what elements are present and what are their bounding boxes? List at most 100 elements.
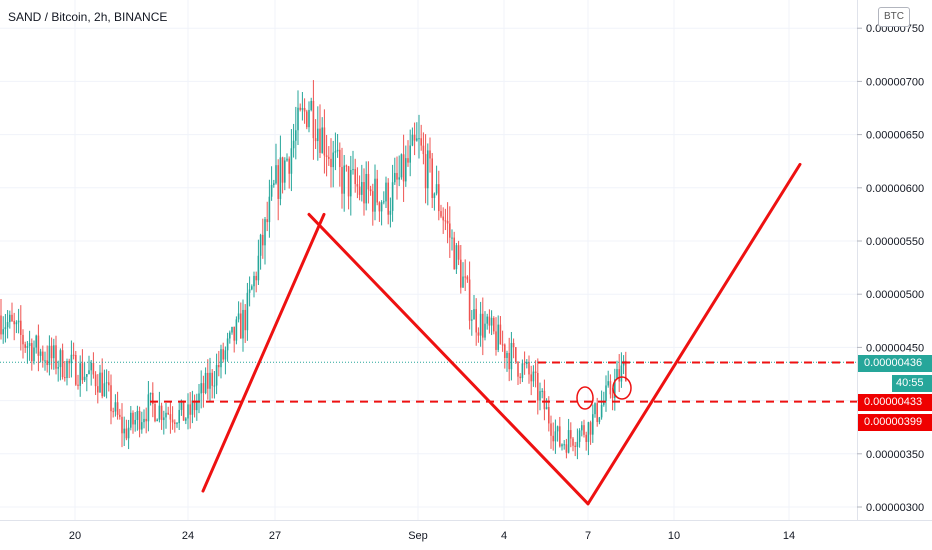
candle-body bbox=[112, 411, 114, 413]
candle-body bbox=[6, 322, 9, 328]
candle-body bbox=[380, 202, 383, 212]
candle-body bbox=[319, 128, 321, 153]
candles bbox=[0, 80, 627, 460]
candle-body bbox=[517, 361, 519, 377]
candle-body bbox=[53, 345, 55, 359]
candle-body bbox=[552, 435, 554, 442]
candle-body bbox=[218, 365, 220, 368]
candle-body bbox=[567, 430, 570, 453]
candle-body bbox=[534, 371, 537, 373]
candle-body bbox=[321, 127, 323, 153]
candle-body bbox=[299, 107, 301, 110]
candle-body bbox=[556, 426, 559, 432]
candle-body bbox=[521, 363, 524, 379]
candle-body bbox=[409, 145, 411, 163]
candle-body bbox=[356, 184, 359, 187]
candle-body bbox=[270, 184, 273, 197]
candle-body bbox=[508, 352, 510, 370]
candle-body bbox=[512, 342, 515, 348]
candle-body bbox=[374, 178, 376, 212]
candle-body bbox=[545, 407, 548, 410]
candle-body bbox=[121, 416, 123, 434]
time-tick-label: 4 bbox=[501, 530, 507, 542]
candle-body bbox=[444, 220, 447, 222]
candle-body bbox=[457, 245, 460, 260]
candle-body bbox=[578, 430, 581, 442]
candle-body bbox=[149, 392, 152, 395]
candle-body bbox=[143, 418, 145, 423]
candle-body bbox=[138, 410, 141, 430]
time-tick-label: 24 bbox=[182, 530, 194, 542]
candle-body bbox=[20, 320, 22, 335]
candle-body bbox=[202, 383, 205, 394]
candle-body bbox=[614, 379, 616, 399]
candle-body bbox=[57, 367, 59, 369]
chart-title: SAND / Bitcoin, 2h, BINANCE bbox=[8, 10, 168, 24]
candle-body bbox=[44, 360, 46, 362]
candle-body bbox=[171, 419, 174, 423]
candle-body bbox=[31, 343, 33, 362]
candle-body bbox=[152, 392, 154, 404]
candle-body bbox=[262, 234, 264, 246]
pattern-trend-line bbox=[586, 162, 802, 506]
candle-body bbox=[273, 183, 275, 185]
candle-body bbox=[79, 363, 81, 386]
candle-body bbox=[303, 107, 306, 112]
candle-body bbox=[147, 394, 150, 422]
candle-body bbox=[42, 351, 44, 361]
candle-body bbox=[482, 313, 484, 338]
candle-body bbox=[130, 412, 132, 428]
candle-body bbox=[233, 326, 235, 341]
price-tick-label: 0.00000600 bbox=[866, 183, 924, 195]
candle-body bbox=[361, 182, 363, 195]
candle-body bbox=[75, 355, 77, 385]
candle-body bbox=[204, 372, 207, 394]
candle-body bbox=[213, 385, 216, 387]
candle-body bbox=[352, 169, 354, 171]
candle-body bbox=[268, 196, 271, 223]
candle-body bbox=[330, 158, 332, 168]
currency-badge[interactable]: BTC bbox=[878, 7, 910, 27]
level-tag-lower: 0.00000399 bbox=[858, 414, 932, 431]
candle-body bbox=[479, 313, 482, 336]
candle-body bbox=[306, 111, 308, 128]
candle-body bbox=[185, 418, 187, 421]
candle-body bbox=[438, 184, 440, 212]
price-tick-label: 0.00000550 bbox=[866, 236, 924, 248]
candle-body bbox=[55, 345, 57, 369]
candle-body bbox=[61, 350, 64, 378]
candle-body bbox=[86, 374, 88, 377]
candle-body bbox=[416, 138, 418, 141]
candle-body bbox=[242, 309, 244, 339]
candle-body bbox=[226, 338, 229, 351]
candle-body bbox=[451, 237, 453, 239]
candle-body bbox=[253, 275, 255, 287]
candle-body bbox=[281, 157, 284, 183]
candle-body bbox=[570, 430, 572, 439]
candle-body bbox=[277, 165, 279, 199]
candle-body bbox=[341, 167, 343, 194]
candle-body bbox=[125, 428, 128, 439]
candle-body bbox=[180, 400, 183, 410]
candle-body bbox=[235, 319, 238, 341]
candle-body bbox=[367, 173, 370, 190]
candle-body bbox=[323, 127, 326, 156]
candle-body bbox=[211, 372, 213, 386]
candle-body bbox=[290, 148, 293, 174]
candle-body bbox=[365, 173, 367, 204]
candle-body bbox=[207, 372, 209, 389]
price-tick-label: 0.00000700 bbox=[866, 76, 924, 88]
candle-body bbox=[237, 313, 240, 320]
candle-body bbox=[196, 402, 198, 411]
candle-body bbox=[275, 165, 277, 184]
candle-body bbox=[182, 400, 185, 421]
candle-body bbox=[400, 154, 403, 178]
candle-body bbox=[594, 403, 596, 415]
candle-body bbox=[248, 289, 251, 293]
candle-body bbox=[33, 347, 35, 362]
candle-body bbox=[123, 428, 125, 434]
price-axis-labels: 0.000003000.000003500.000004000.00000450… bbox=[857, 23, 924, 514]
candle-body bbox=[9, 314, 11, 323]
